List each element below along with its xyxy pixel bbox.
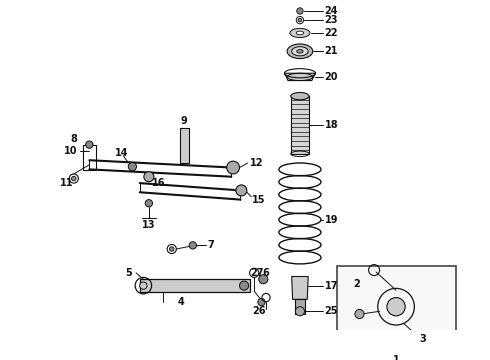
Circle shape xyxy=(240,281,248,290)
Text: 15: 15 xyxy=(252,195,266,204)
Circle shape xyxy=(189,242,196,249)
Ellipse shape xyxy=(292,47,308,56)
Text: 23: 23 xyxy=(325,15,338,25)
Circle shape xyxy=(140,282,147,289)
Text: 26: 26 xyxy=(252,306,266,316)
Circle shape xyxy=(258,298,265,306)
Bar xyxy=(291,96,309,154)
Polygon shape xyxy=(292,276,308,300)
Circle shape xyxy=(259,275,268,284)
Text: 18: 18 xyxy=(325,120,338,130)
Circle shape xyxy=(145,199,152,207)
Text: 16: 16 xyxy=(151,178,165,188)
Text: 4: 4 xyxy=(177,297,184,307)
Text: 21: 21 xyxy=(325,46,338,56)
Text: 24: 24 xyxy=(325,6,338,16)
Text: 13: 13 xyxy=(142,220,156,230)
Circle shape xyxy=(72,176,76,181)
Text: 10: 10 xyxy=(64,146,77,156)
Circle shape xyxy=(236,185,247,196)
Text: 27: 27 xyxy=(250,268,264,278)
Bar xyxy=(295,300,304,314)
Circle shape xyxy=(298,18,302,22)
Text: 17: 17 xyxy=(325,281,338,291)
Text: 8: 8 xyxy=(71,134,77,144)
Circle shape xyxy=(86,141,93,148)
Ellipse shape xyxy=(287,44,313,59)
Circle shape xyxy=(295,307,304,316)
Text: 9: 9 xyxy=(180,116,187,126)
Text: 14: 14 xyxy=(115,148,128,158)
Circle shape xyxy=(387,298,405,316)
Text: 22: 22 xyxy=(325,28,338,38)
Circle shape xyxy=(170,247,174,251)
Bar xyxy=(180,128,189,163)
Text: 5: 5 xyxy=(125,268,132,278)
Polygon shape xyxy=(284,73,316,81)
Ellipse shape xyxy=(297,49,303,53)
Ellipse shape xyxy=(291,93,309,100)
Bar xyxy=(337,266,456,352)
Circle shape xyxy=(128,162,137,171)
Circle shape xyxy=(355,310,364,319)
Text: 7: 7 xyxy=(207,240,214,250)
Text: 6: 6 xyxy=(263,268,269,278)
Text: 3: 3 xyxy=(419,334,426,344)
Text: 20: 20 xyxy=(325,72,338,82)
Text: 2: 2 xyxy=(353,279,360,289)
Bar xyxy=(83,145,96,170)
Circle shape xyxy=(144,172,154,182)
Text: 19: 19 xyxy=(325,215,338,225)
Ellipse shape xyxy=(290,28,310,37)
Circle shape xyxy=(227,161,240,174)
Text: 1: 1 xyxy=(392,355,399,360)
Ellipse shape xyxy=(296,31,304,35)
Circle shape xyxy=(297,8,303,14)
Text: 25: 25 xyxy=(325,306,338,316)
Text: 11: 11 xyxy=(60,178,73,188)
Text: 12: 12 xyxy=(249,158,263,168)
Bar xyxy=(140,279,249,292)
